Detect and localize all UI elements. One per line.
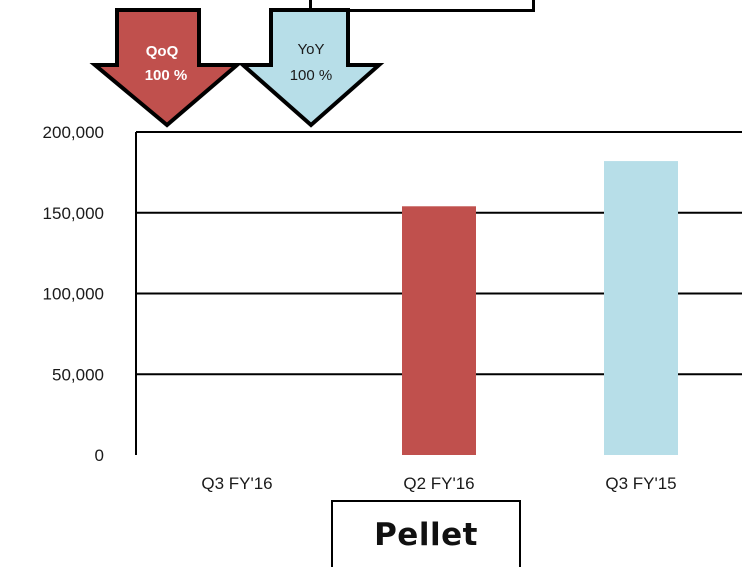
yoy-down-arrow-icon	[237, 8, 385, 128]
qoq-value: 100 %	[145, 67, 188, 84]
x-tick-label: Q2 FY'16	[403, 474, 474, 493]
y-tick-labels: 0 50,000 100,000 150,000 200,000	[43, 123, 104, 465]
x-tick-labels: Q3 FY'16 Q2 FY'16 Q3 FY'15	[201, 474, 676, 493]
y-tick-label: 100,000	[43, 285, 104, 304]
bar	[604, 161, 678, 455]
y-tick-label: 0	[95, 446, 104, 465]
chart-title: Pellet	[374, 516, 478, 553]
qoq-label: QoQ	[146, 43, 179, 60]
y-tick-label: 200,000	[43, 123, 104, 142]
x-tick-label: Q3 FY'15	[605, 474, 676, 493]
bar	[402, 206, 476, 455]
header-box-fragment	[309, 0, 535, 12]
chart-title-box: Pellet	[331, 500, 521, 567]
yoy-value: 100 %	[290, 67, 333, 84]
qoq-indicator: QoQ 100 %	[89, 8, 243, 128]
y-tick-label: 50,000	[52, 365, 104, 384]
y-tick-label: 150,000	[43, 204, 104, 223]
bars	[402, 161, 678, 455]
x-tick-label: Q3 FY'16	[201, 474, 272, 493]
yoy-label: YoY	[298, 41, 325, 58]
yoy-indicator: YoY 100 %	[237, 8, 385, 128]
qoq-down-arrow-icon	[89, 8, 243, 128]
